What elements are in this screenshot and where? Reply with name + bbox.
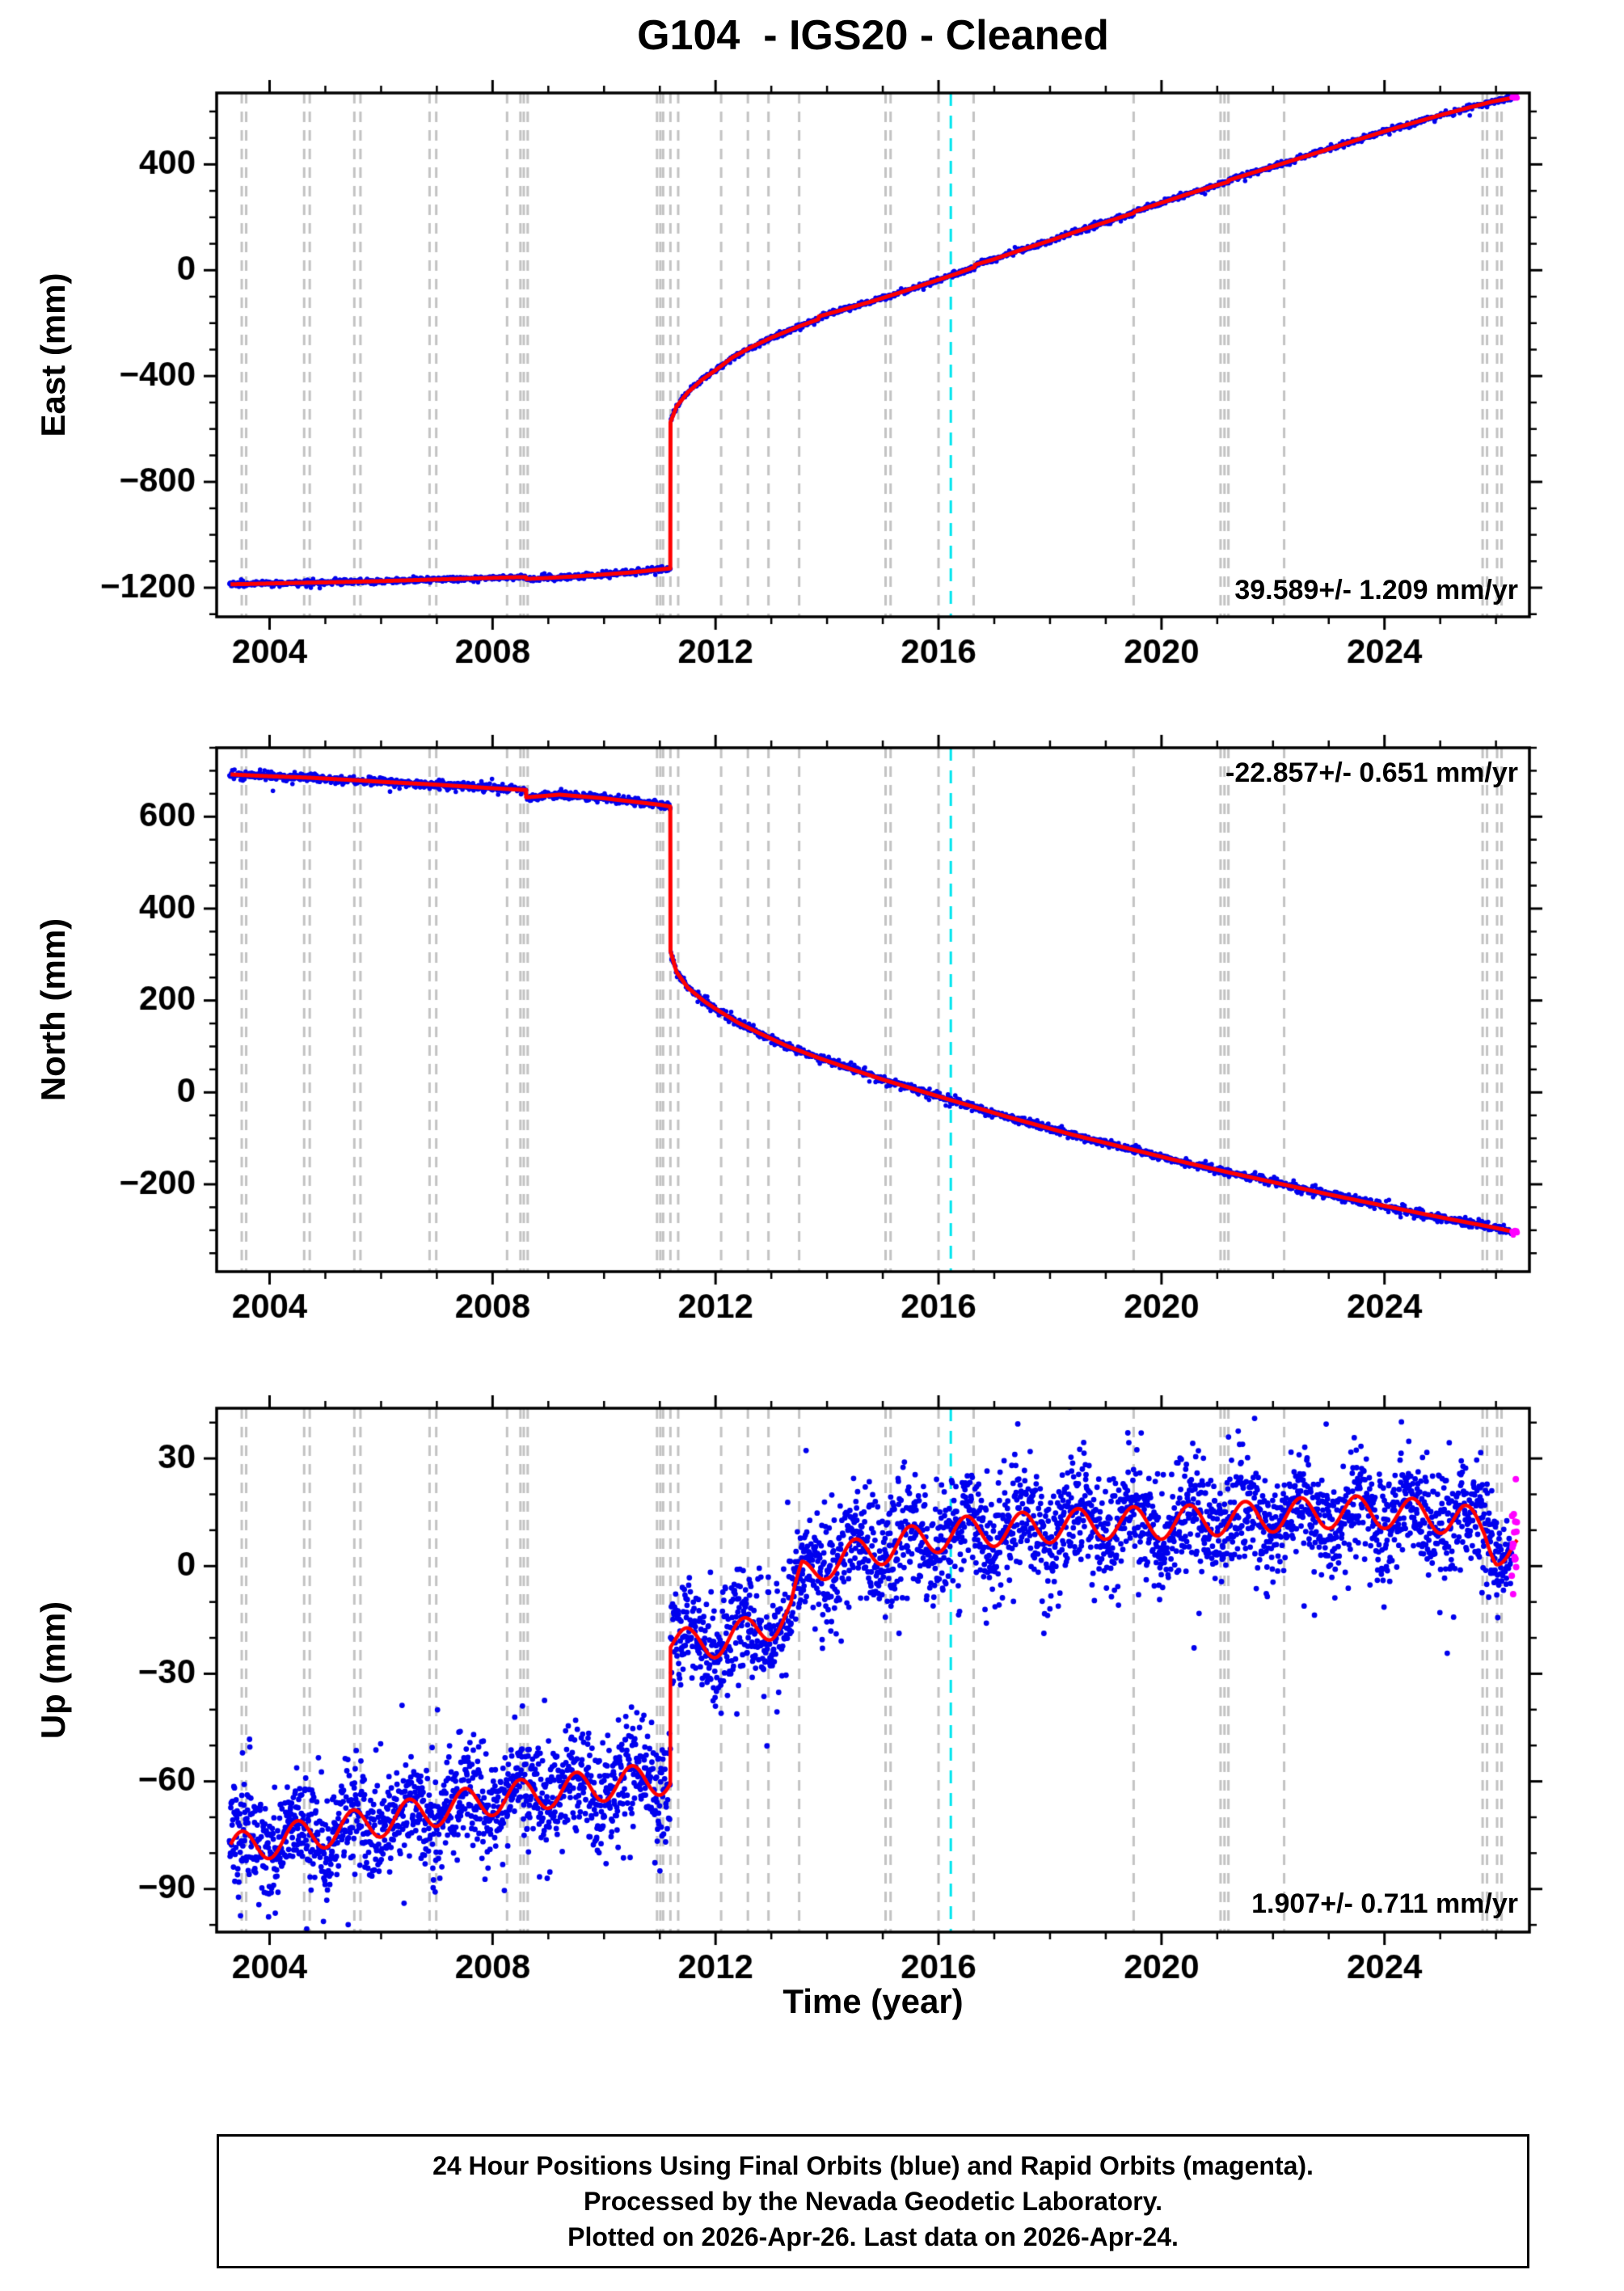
up-axis-label: Up (mm): [34, 1601, 72, 1740]
footer-line-plotted: Plotted on 2026-Apr-26. Last data on 202…: [567, 2222, 1179, 2251]
east-rate-annotation: 39.589+/- 1.209 mm/yr: [1234, 575, 1518, 605]
up-rate-annotation: 1.907+/- 0.711 mm/yr: [1251, 1888, 1518, 1919]
x-axis-label: Time (year): [782, 1982, 964, 2020]
east-axis-label: East (mm): [34, 272, 72, 437]
figure-title: G104 - IGS20 - Cleaned: [637, 12, 1109, 59]
footer-box: 24 Hour Positions Using Final Orbits (bl…: [217, 2134, 1529, 2268]
footer-line-orbits: 24 Hour Positions Using Final Orbits (bl…: [432, 2151, 1314, 2180]
north-rate-annotation: -22.857+/- 0.651 mm/yr: [1225, 757, 1518, 788]
north-axis-label: North (mm): [34, 918, 72, 1102]
footer-line-processed: Processed by the Nevada Geodetic Laborat…: [583, 2187, 1163, 2216]
